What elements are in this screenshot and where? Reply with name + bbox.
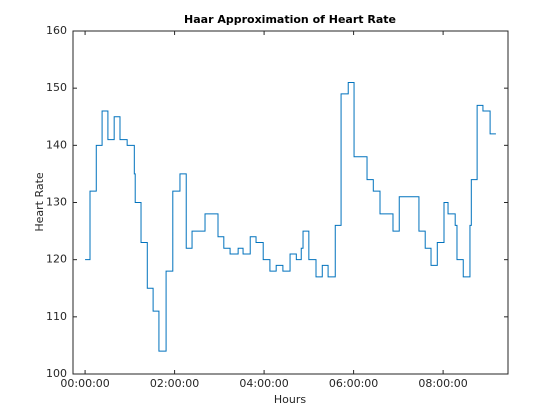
chart-title: Haar Approximation of Heart Rate — [184, 13, 396, 26]
y-tick-label: 110 — [46, 310, 67, 323]
y-axis-label: Heart Rate — [33, 172, 46, 232]
x-tick-label: 06:00:00 — [329, 377, 378, 390]
y-tick-label: 120 — [46, 253, 67, 266]
x-tick-label: 08:00:00 — [418, 377, 467, 390]
y-tick-label: 140 — [46, 138, 67, 151]
y-tick-label: 130 — [46, 196, 67, 209]
y-tick-label: 150 — [46, 81, 67, 94]
data-line — [85, 81, 496, 352]
y-tick-label: 160 — [46, 24, 67, 37]
x-tick-label: 02:00:00 — [150, 377, 199, 390]
x-axis-label: Hours — [274, 393, 306, 406]
y-tick-label: 100 — [46, 367, 67, 380]
x-tick-label: 04:00:00 — [239, 377, 288, 390]
x-tick-label: 00:00:00 — [60, 377, 109, 390]
